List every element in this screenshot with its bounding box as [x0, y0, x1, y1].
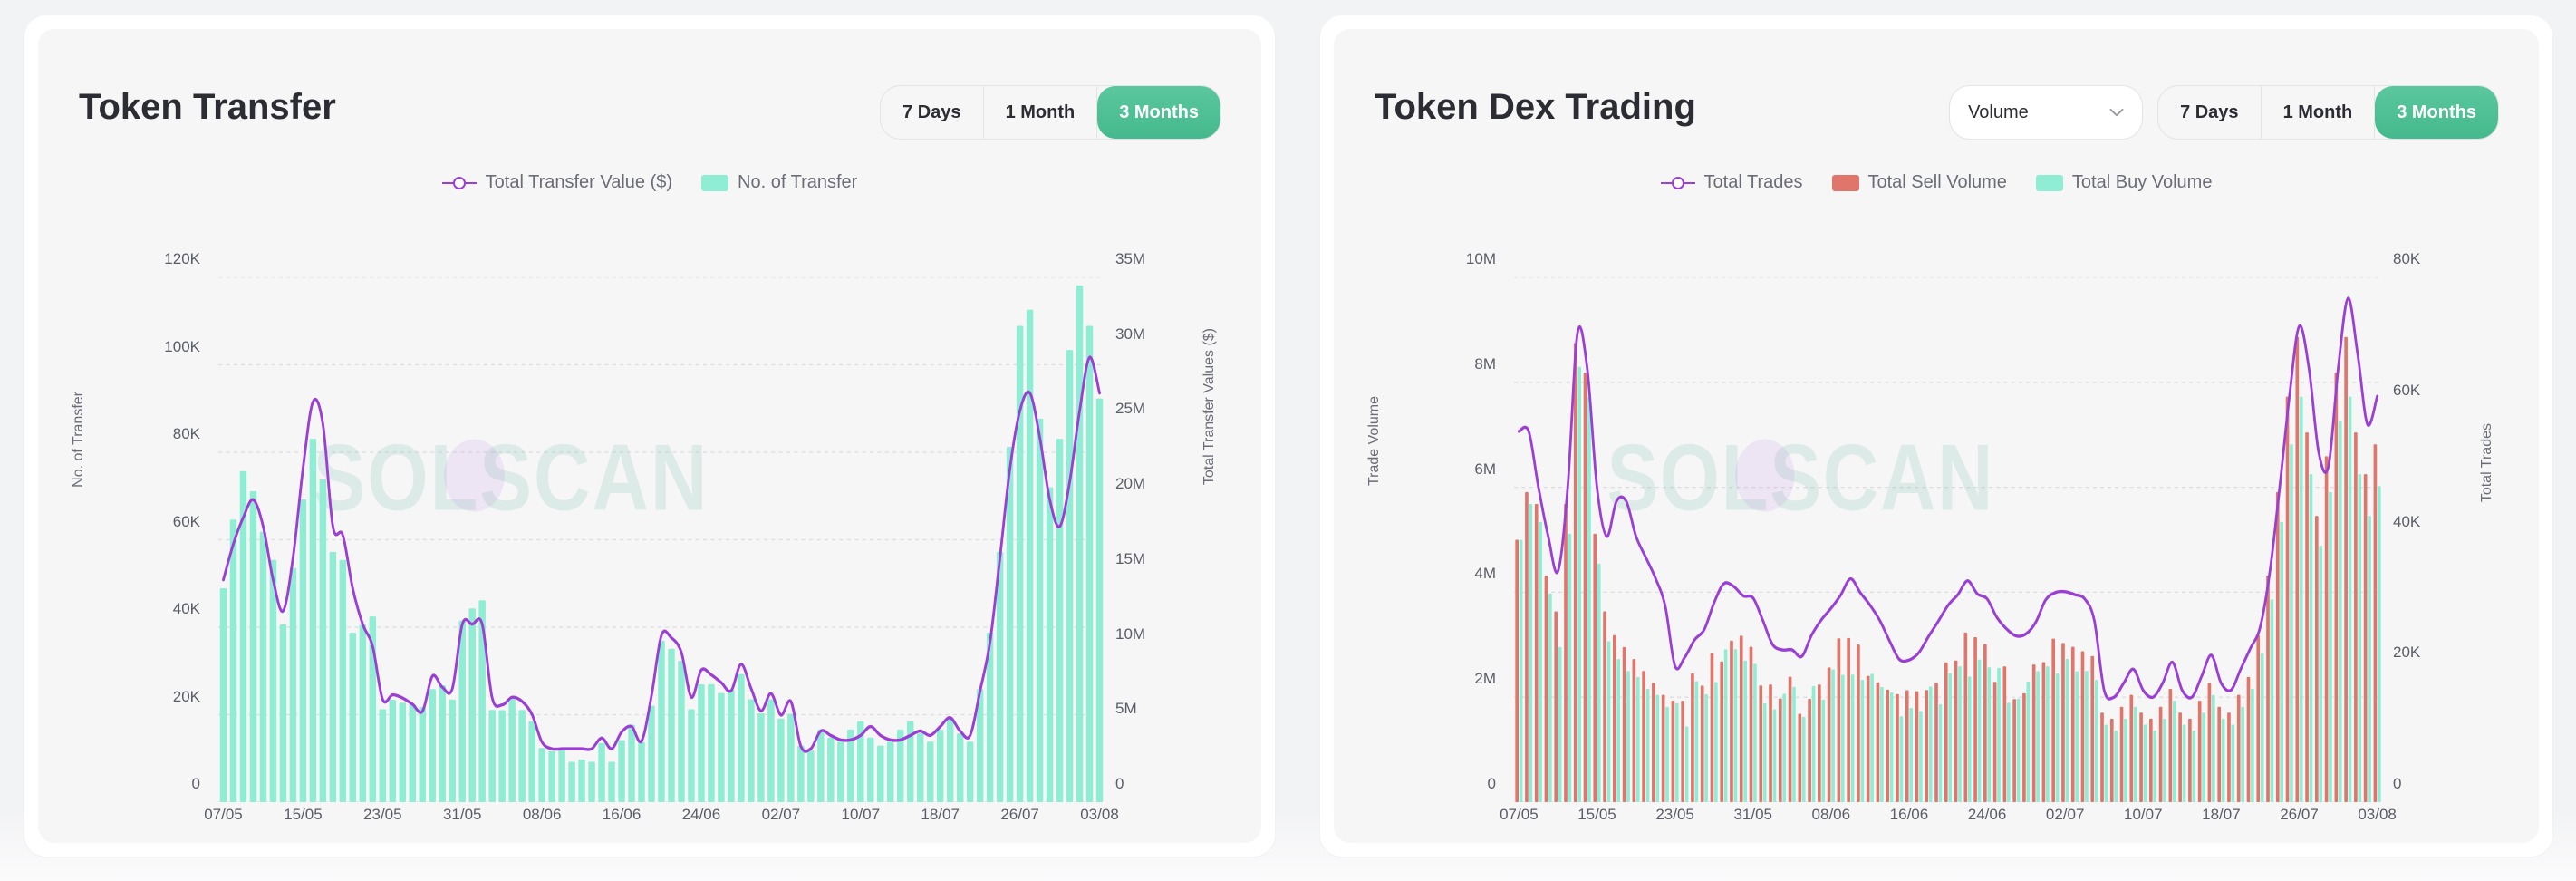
svg-text:SOLSCAN: SOLSCAN	[313, 425, 709, 530]
svg-text:SOLSCAN: SOLSCAN	[1606, 426, 1994, 531]
